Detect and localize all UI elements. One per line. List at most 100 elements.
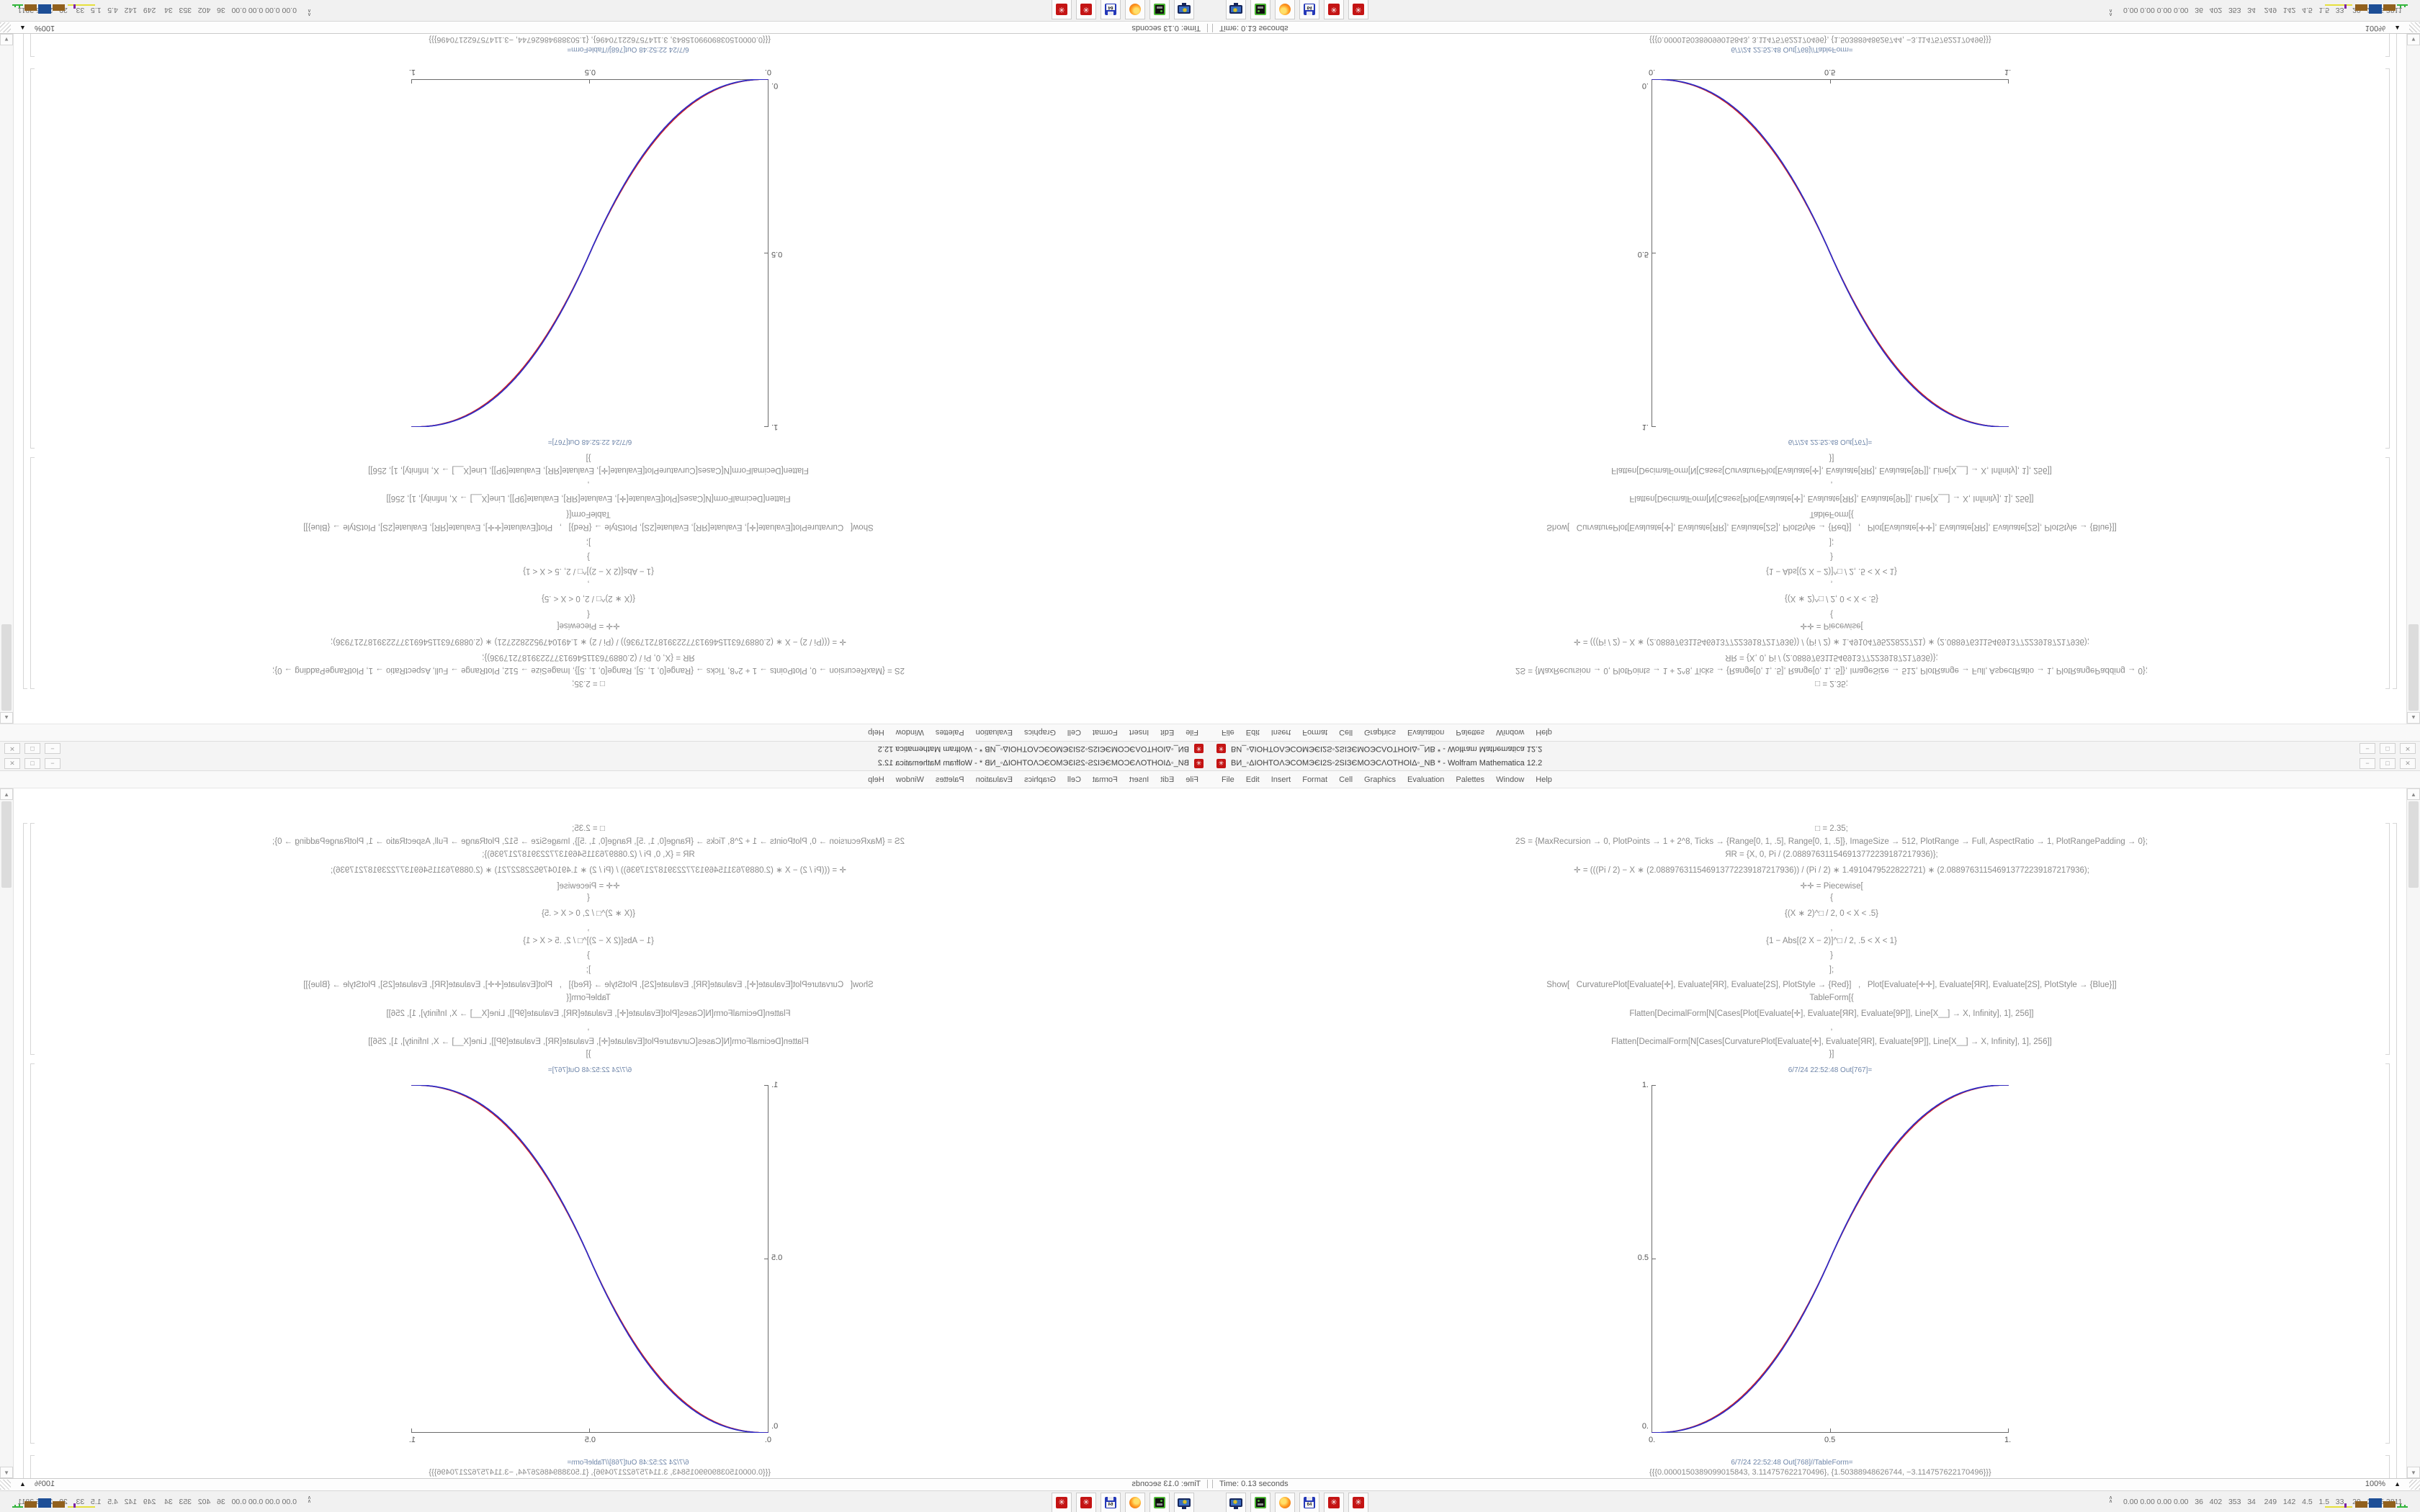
notebook-area[interactable]: □ = 2.35; 2S = {MaxRecursion → 0, PlotPo…	[13, 788, 1210, 1478]
code-line[interactable]: Show[ CurvaturePlot[Evaluate[✛], Evaluat…	[303, 523, 874, 531]
menu-palettes[interactable]: Palettes	[935, 775, 964, 784]
code-line[interactable]: ];	[586, 966, 591, 974]
code-line[interactable]: Flatten[DecimalForm[N[Cases[CurvaturePlo…	[1611, 466, 2052, 474]
code-line[interactable]: {(X ∗ 2)^□ / 2, 0 < X < .5}	[542, 909, 636, 918]
taskbar-emulator-button[interactable]	[1250, 0, 1270, 19]
code-line[interactable]: Flatten[DecimalForm[N[Cases[CurvaturePlo…	[368, 466, 809, 474]
taskbar-emulator-button[interactable]	[1150, 1493, 1170, 1512]
cell-bracket-input[interactable]	[2385, 457, 2390, 689]
scroll-down-button[interactable]: ▼	[2407, 1467, 2420, 1478]
code-line[interactable]: ЯR = {X, 0, Pi / (2.08897631154691377223…	[482, 850, 695, 859]
code-line[interactable]: ];	[586, 538, 591, 546]
tray-expand-chevron-icon[interactable]: ∧ ∧	[2109, 8, 2113, 17]
code-line[interactable]: }]	[586, 1050, 591, 1058]
taskbar-mathematica-button-1[interactable]: ✳	[1076, 1493, 1096, 1512]
scroll-up-button[interactable]: ▲	[2407, 712, 2420, 724]
menu-help[interactable]: Help	[868, 728, 884, 737]
close-button[interactable]: ✕	[4, 743, 20, 754]
code-line[interactable]: ,	[587, 480, 590, 489]
code-line[interactable]: ];	[1829, 966, 1834, 974]
code-line[interactable]: Show[ CurvaturePlot[Evaluate[✛], Evaluat…	[1546, 523, 2117, 531]
code-line[interactable]: {1 − Abs[(2 X − 2)]^□ / 2, .5 < X < 1}	[523, 937, 654, 945]
menu-edit[interactable]: Edit	[1245, 775, 1260, 784]
code-line[interactable]: ,	[1830, 480, 1833, 489]
menu-cell[interactable]: Cell	[1067, 775, 1081, 784]
vertical-scrollbar[interactable]: ▲ ▼	[0, 34, 14, 724]
code-line[interactable]: TableForm[{	[566, 510, 611, 518]
menu-cell[interactable]: Cell	[1339, 728, 1353, 737]
code-line[interactable]: 2S = {MaxRecursion → 0, PlotPoints → 1 +…	[272, 666, 905, 675]
magnification-value[interactable]: 100%	[2365, 24, 2385, 32]
cell-bracket-table-output[interactable]	[30, 1455, 35, 1478]
maximize-button[interactable]: □	[2380, 758, 2396, 769]
scroll-up-button[interactable]: ▲	[0, 712, 13, 724]
code-line[interactable]: □ = 2.35;	[1815, 824, 1848, 833]
minimize-button[interactable]: −	[45, 758, 60, 769]
menu-graphics[interactable]: Graphics	[1364, 728, 1397, 737]
code-line[interactable]: 2S = {MaxRecursion → 0, PlotPoints → 1 +…	[1515, 666, 2148, 675]
cell-bracket-input[interactable]	[2385, 823, 2390, 1055]
taskbar-system-monitor-button[interactable]	[1226, 0, 1246, 19]
notebook-area[interactable]: □ = 2.35; 2S = {MaxRecursion → 0, PlotPo…	[1210, 788, 2407, 1478]
cell-bracket-group[interactable]	[23, 823, 27, 1478]
menu-window[interactable]: Window	[895, 728, 924, 737]
scrollbar-thumb[interactable]	[2408, 801, 2419, 888]
code-line[interactable]: }	[587, 951, 590, 960]
code-line[interactable]: ✛ = (((Pi / 2) − X ∗ (2.0889763115469137…	[331, 866, 846, 875]
menu-insert[interactable]: Insert	[1270, 775, 1291, 784]
taskbar-emulator-button[interactable]	[1250, 1493, 1270, 1512]
window-titlebar[interactable]: ✳ ВИ_◦ΔIOHTOΛЭCOMЭЄI2S◦2SIЗЄMOЭCΛOTHOIΔ◦…	[1210, 741, 2420, 756]
code-line[interactable]: ,	[1830, 924, 1833, 932]
code-line[interactable]: {1 − Abs[(2 X − 2)]^□ / 2, .5 < X < 1}	[1766, 937, 1897, 945]
cell-bracket-plot-output[interactable]	[30, 68, 35, 449]
menu-palettes[interactable]: Palettes	[1456, 728, 1485, 737]
menu-palettes[interactable]: Palettes	[1456, 775, 1485, 784]
cell-bracket-input[interactable]	[30, 823, 35, 1055]
vertical-scrollbar[interactable]: ▲ ▼	[0, 788, 14, 1478]
code-line[interactable]: Flatten[DecimalForm[N[Cases[Plot[Evaluat…	[1629, 1009, 2034, 1018]
code-line[interactable]: ,	[587, 580, 590, 588]
taskbar-firefox-button[interactable]	[1125, 1493, 1145, 1512]
code-line[interactable]: {1 − Abs[(2 X − 2)]^□ / 2, .5 < X < 1}	[523, 567, 654, 575]
taskbar-firefox-button[interactable]	[1125, 0, 1145, 19]
maximize-button[interactable]: □	[24, 743, 40, 754]
code-line[interactable]: 2S = {MaxRecursion → 0, PlotPoints → 1 +…	[1515, 837, 2148, 846]
code-line[interactable]: ЯR = {X, 0, Pi / (2.08897631154691377223…	[482, 653, 695, 662]
code-line[interactable]: □ = 2.35;	[572, 679, 605, 688]
menu-format[interactable]: Format	[1302, 728, 1328, 737]
menu-insert[interactable]: Insert	[1129, 775, 1150, 784]
menu-palettes[interactable]: Palettes	[935, 728, 964, 737]
menu-help[interactable]: Help	[868, 775, 884, 784]
code-line[interactable]: {	[1830, 610, 1833, 618]
code-line[interactable]: }	[587, 552, 590, 561]
scroll-up-button[interactable]: ▲	[2407, 788, 2420, 800]
code-line[interactable]: TableForm[{	[1809, 994, 1854, 1002]
menu-format[interactable]: Format	[1092, 728, 1118, 737]
taskbar-emulator-button[interactable]	[1150, 0, 1170, 19]
code-line[interactable]: Flatten[DecimalForm[N[Cases[Plot[Evaluat…	[386, 1009, 791, 1018]
resize-grip[interactable]	[0, 1480, 11, 1490]
taskbar-firefox-button[interactable]	[1275, 0, 1295, 19]
code-line[interactable]: Flatten[DecimalForm[N[Cases[CurvaturePlo…	[1611, 1038, 2052, 1046]
elevator-triangle-icon[interactable]: ▲	[2394, 24, 2401, 32]
code-line[interactable]: Show[ CurvaturePlot[Evaluate[✛], Evaluat…	[1546, 981, 2117, 989]
window-titlebar[interactable]: ✳ ВИ_◦ΔIOHTOΛЭCOMЭЄI2S◦2SIЗЄMOЭCΛOTHOIΔ◦…	[0, 741, 1210, 756]
elevator-triangle-icon[interactable]: ▲	[19, 1480, 26, 1488]
scroll-up-button[interactable]: ▲	[0, 788, 13, 800]
minimize-button[interactable]: −	[2360, 758, 2375, 769]
taskbar-mathematica-button-2[interactable]: ✳	[1052, 1493, 1072, 1512]
menu-window[interactable]: Window	[1496, 775, 1525, 784]
taskbar-floppy64-button[interactable]: 64	[1101, 1493, 1121, 1512]
code-line[interactable]: ,	[1830, 1023, 1833, 1032]
code-line[interactable]: Flatten[DecimalForm[N[Cases[Plot[Evaluat…	[386, 494, 791, 503]
code-line[interactable]: {(X ∗ 2)^□ / 2, 0 < X < .5}	[542, 594, 636, 603]
taskbar-mathematica-button-2[interactable]: ✳	[1052, 0, 1072, 19]
resize-grip[interactable]	[2409, 1480, 2420, 1490]
menu-insert[interactable]: Insert	[1270, 728, 1291, 737]
scroll-down-button[interactable]: ▼	[0, 1467, 13, 1478]
tray-expand-chevron-icon[interactable]: ∧ ∧	[2109, 1495, 2113, 1504]
code-line[interactable]: }	[1830, 552, 1833, 561]
taskbar-firefox-button[interactable]	[1275, 1493, 1295, 1512]
scroll-down-button[interactable]: ▼	[2407, 34, 2420, 45]
menu-evaluation[interactable]: Evaluation	[1407, 775, 1445, 784]
